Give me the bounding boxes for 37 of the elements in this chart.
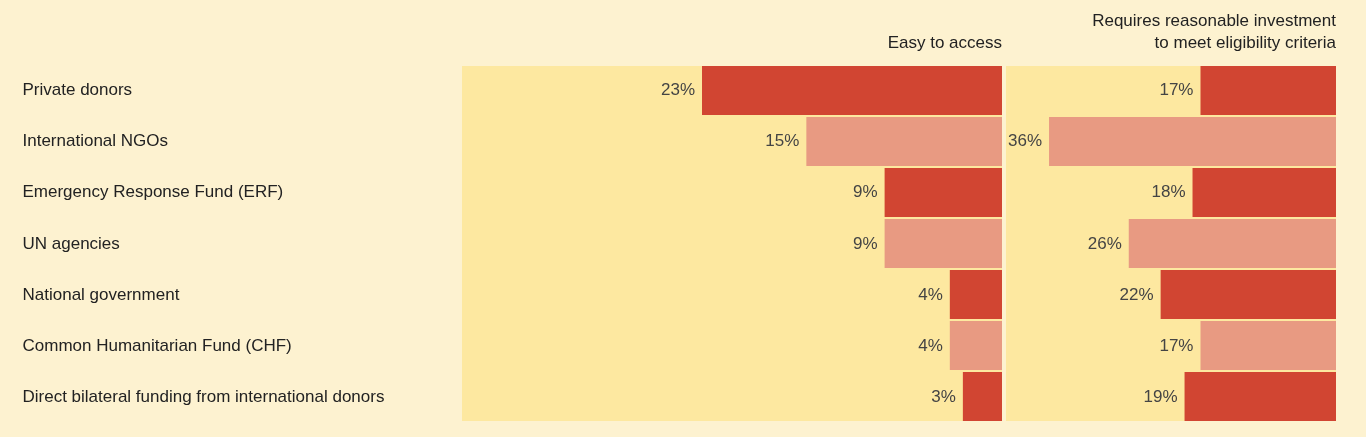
chart-title: Easy to access: [887, 33, 1002, 52]
data-label: 3%: [931, 386, 956, 406]
y-tick-label: International NGOs: [22, 131, 169, 151]
chart-title: Requires reasonable investment to meet eligibility criteria: [1092, 11, 1337, 52]
data-label: 23%: [660, 80, 695, 100]
y-tick-label: UN agencies: [22, 233, 120, 253]
y-tick-label: Direct bilateral funding from international donors: [22, 386, 385, 406]
data-label: 9%: [853, 233, 878, 253]
bar: [1160, 270, 1336, 319]
data-label: 26%: [1087, 233, 1122, 253]
data-label: 36%: [1008, 131, 1043, 151]
data-label: 17%: [1159, 80, 1194, 100]
data-label: 4%: [918, 335, 943, 355]
bar: [702, 66, 1002, 115]
data-label: 9%: [853, 182, 878, 202]
bar: [962, 372, 1002, 421]
bar: [806, 117, 1002, 166]
data-label: 4%: [918, 284, 943, 304]
bar: [884, 219, 1002, 268]
y-tick-label: National government: [22, 284, 180, 304]
data-label: 15%: [765, 131, 800, 151]
bar: [1200, 321, 1336, 370]
bar: [884, 168, 1002, 217]
data-label: 19%: [1143, 386, 1178, 406]
bar: [1192, 168, 1336, 217]
bar: [1184, 372, 1336, 421]
y-tick-label: Common Humanitarian Fund (CHF): [22, 335, 292, 355]
data-label: 18%: [1151, 182, 1186, 202]
data-label: 17%: [1159, 335, 1194, 355]
data-label: 22%: [1119, 284, 1154, 304]
bar: [949, 321, 1002, 370]
y-tick-label: Emergency Response Fund (ERF): [22, 182, 284, 202]
bar: [1200, 66, 1336, 115]
bar: [1049, 117, 1336, 166]
bar: [949, 270, 1002, 319]
bar: [1128, 219, 1336, 268]
y-tick-label: Private donors: [22, 80, 133, 100]
